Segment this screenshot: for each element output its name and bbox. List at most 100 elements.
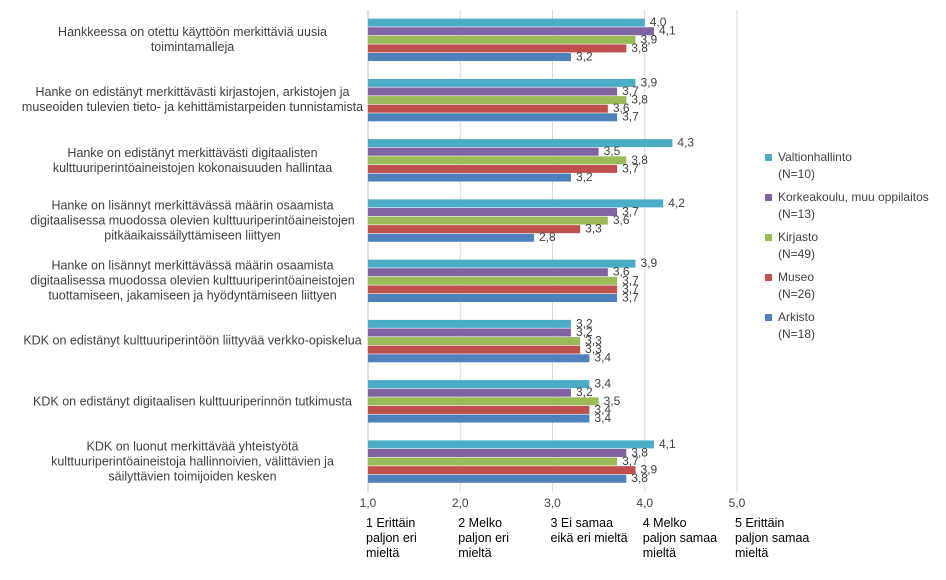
bar bbox=[368, 53, 571, 62]
legend-swatch bbox=[765, 154, 772, 161]
value-label: 3,4 bbox=[594, 377, 611, 391]
bar bbox=[368, 380, 590, 389]
value-label: 3,3 bbox=[585, 342, 602, 356]
bar bbox=[368, 164, 618, 173]
value-label: 3,8 bbox=[631, 471, 648, 485]
value-label: 3,2 bbox=[576, 170, 593, 184]
value-label: 2,8 bbox=[539, 230, 556, 244]
value-label: 3,7 bbox=[622, 110, 639, 124]
bar bbox=[368, 319, 571, 328]
bar bbox=[368, 474, 627, 483]
value-label: 3,8 bbox=[631, 153, 648, 167]
bar bbox=[368, 328, 571, 337]
bar bbox=[368, 27, 654, 36]
legend-label-line: (N=18) bbox=[778, 327, 815, 341]
value-label: 3,8 bbox=[631, 445, 648, 459]
x-tick-label: 2,0 bbox=[452, 496, 469, 510]
value-label: 3,9 bbox=[641, 32, 658, 46]
value-label: 3,2 bbox=[576, 385, 593, 399]
value-label: 3,3 bbox=[585, 334, 602, 348]
x-tick-label: 1,0 bbox=[360, 496, 377, 510]
legend-label: Kirjasto (N=49) bbox=[778, 230, 818, 261]
legend-label-line: (N=26) bbox=[778, 287, 815, 301]
category-label: Hanke on edistänyt merkittävästi kirjast… bbox=[21, 85, 364, 115]
scale-label: 4 Melko paljon samaa mieltä bbox=[642, 516, 718, 560]
value-label: 3,9 bbox=[641, 463, 658, 477]
value-label: 3,6 bbox=[613, 213, 630, 227]
bar bbox=[368, 104, 608, 113]
bar bbox=[368, 440, 654, 449]
bar bbox=[368, 294, 618, 303]
value-label: 4,3 bbox=[677, 136, 694, 150]
value-label: 3,8 bbox=[631, 93, 648, 107]
value-label: 3,7 bbox=[622, 454, 639, 468]
legend-swatch bbox=[765, 314, 772, 321]
legend-label-line: Valtionhallinto bbox=[778, 150, 852, 164]
legend-label: Korkeakoulu, muu oppilaitos (N=13) bbox=[778, 190, 929, 221]
value-label: 4,0 bbox=[650, 15, 667, 29]
scale-label: 2 Melko paljon eri mieltä bbox=[458, 516, 509, 560]
value-label: 3,4 bbox=[594, 411, 611, 425]
legend-label-line: Korkeakoulu, muu oppilaitos bbox=[778, 190, 929, 204]
bar bbox=[368, 199, 664, 208]
bar bbox=[368, 18, 645, 27]
bar bbox=[368, 466, 636, 475]
legend-label-line: (N=13) bbox=[778, 207, 815, 221]
category-label: KDK on edistänyt digitaalisen kulttuurip… bbox=[33, 394, 352, 409]
value-label: 3,7 bbox=[622, 204, 639, 218]
category-label: Hanke on lisännyt merkittävässä määrin o… bbox=[30, 198, 355, 243]
bar bbox=[368, 457, 618, 466]
bar bbox=[368, 414, 590, 423]
legend-label-line: Museo bbox=[778, 270, 814, 284]
bar bbox=[368, 345, 581, 354]
bar bbox=[368, 216, 608, 225]
category-label: Hanke on edistänyt merkittävästi digitaa… bbox=[52, 145, 333, 175]
value-label: 3,7 bbox=[622, 84, 639, 98]
legend-label-line: Arkisto bbox=[778, 310, 815, 324]
value-label: 4,2 bbox=[668, 196, 685, 210]
value-label: 3,4 bbox=[594, 402, 611, 416]
legend-swatch bbox=[765, 274, 772, 281]
value-label: 4,1 bbox=[659, 24, 676, 38]
value-label: 3,2 bbox=[576, 325, 593, 339]
legend-label-line: Kirjasto bbox=[778, 230, 818, 244]
legend-label: Museo (N=26) bbox=[778, 270, 815, 301]
bar bbox=[368, 354, 590, 363]
bar bbox=[368, 337, 581, 346]
legend-label-line: (N=10) bbox=[778, 167, 815, 181]
bar bbox=[368, 139, 673, 148]
value-label: 3,4 bbox=[594, 351, 611, 365]
bar bbox=[368, 173, 571, 182]
value-label: 3,5 bbox=[604, 144, 621, 158]
bar bbox=[368, 388, 571, 397]
legend-label-line: (N=49) bbox=[778, 247, 815, 261]
scale-label: 5 Erittäin paljon samaa mieltä bbox=[735, 516, 810, 560]
bar bbox=[368, 448, 627, 457]
bar bbox=[368, 285, 618, 294]
scale-label: 1 Erittäin paljon eri mieltä bbox=[366, 516, 417, 560]
value-label: 3,7 bbox=[622, 290, 639, 304]
bar bbox=[368, 397, 599, 406]
bar bbox=[368, 35, 636, 44]
value-label: 4,1 bbox=[659, 437, 676, 451]
bar bbox=[368, 156, 627, 165]
value-label: 3,7 bbox=[622, 161, 639, 175]
legend-label: Valtionhallinto (N=10) bbox=[778, 150, 852, 181]
bar bbox=[368, 44, 627, 53]
bar bbox=[368, 96, 627, 105]
bar bbox=[368, 225, 581, 234]
legend-swatch bbox=[765, 194, 772, 201]
bar bbox=[368, 207, 618, 216]
scale-label: 3 Ei samaa eikä eri mieltä bbox=[550, 516, 628, 545]
value-label: 3,2 bbox=[576, 49, 593, 63]
value-label: 3,9 bbox=[641, 256, 658, 270]
bar bbox=[368, 78, 636, 87]
bar bbox=[368, 276, 618, 285]
bar bbox=[368, 87, 618, 96]
category-label: Hankkeessa on otettu käyttöön merkittävi… bbox=[58, 25, 327, 55]
value-label: 3,7 bbox=[622, 282, 639, 296]
bar bbox=[368, 147, 599, 156]
category-label: KDK on luonut merkittävää yhteistyötä ku… bbox=[51, 439, 334, 484]
